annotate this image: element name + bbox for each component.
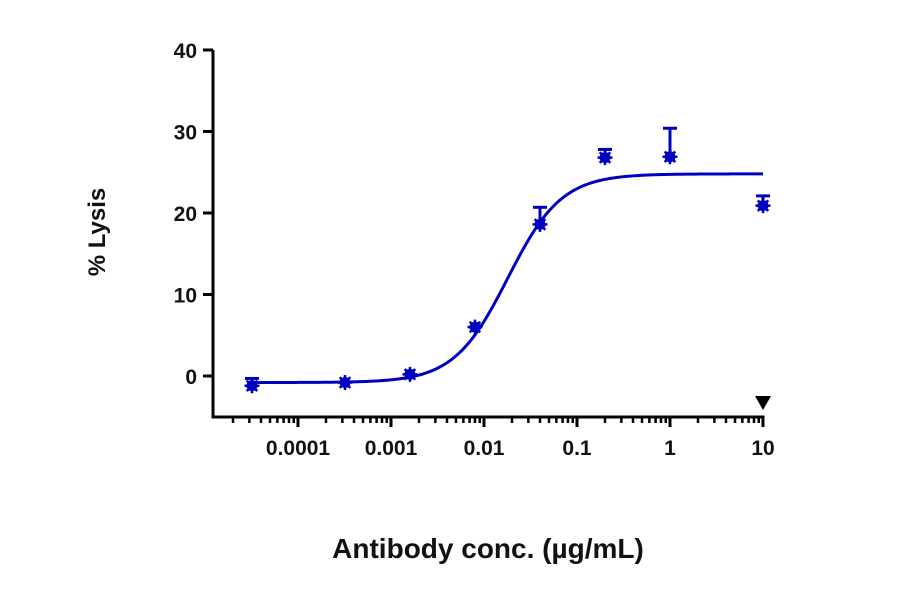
x-tick-label: 0.0001 xyxy=(266,437,331,460)
y-tick-label: 0 xyxy=(185,366,197,389)
y-axis-title: % Lysis xyxy=(84,188,111,277)
y-tick-label: 40 xyxy=(174,40,197,63)
x-tick-label: 10 xyxy=(751,437,774,460)
data-point xyxy=(532,205,548,232)
x-tick-label: 1 xyxy=(664,437,676,460)
y-tick-label: 20 xyxy=(174,203,197,226)
data-point xyxy=(402,366,418,382)
x-tick-label: 0.001 xyxy=(365,437,418,460)
x-axis-title: Antibody conc. (µg/mL) xyxy=(332,533,644,564)
annotations xyxy=(755,396,771,410)
y-tick-label: 10 xyxy=(174,285,197,308)
x-tick-label: 0.1 xyxy=(562,437,592,460)
data-points xyxy=(244,126,771,394)
fit-curve xyxy=(251,172,763,384)
data-point xyxy=(662,126,678,165)
y-axis: 0 10 20 30 40 xyxy=(174,40,215,417)
data-point xyxy=(337,375,353,391)
x-tick-label: 0.01 xyxy=(464,437,505,460)
data-point xyxy=(755,194,771,214)
down-triangle-marker xyxy=(755,396,771,410)
data-point xyxy=(244,376,260,394)
data-point xyxy=(467,319,483,335)
y-tick-label: 30 xyxy=(174,122,197,145)
data-point xyxy=(597,147,613,166)
x-axis: 0.0001 0.001 0.01 0.1 1 10 xyxy=(211,415,775,460)
